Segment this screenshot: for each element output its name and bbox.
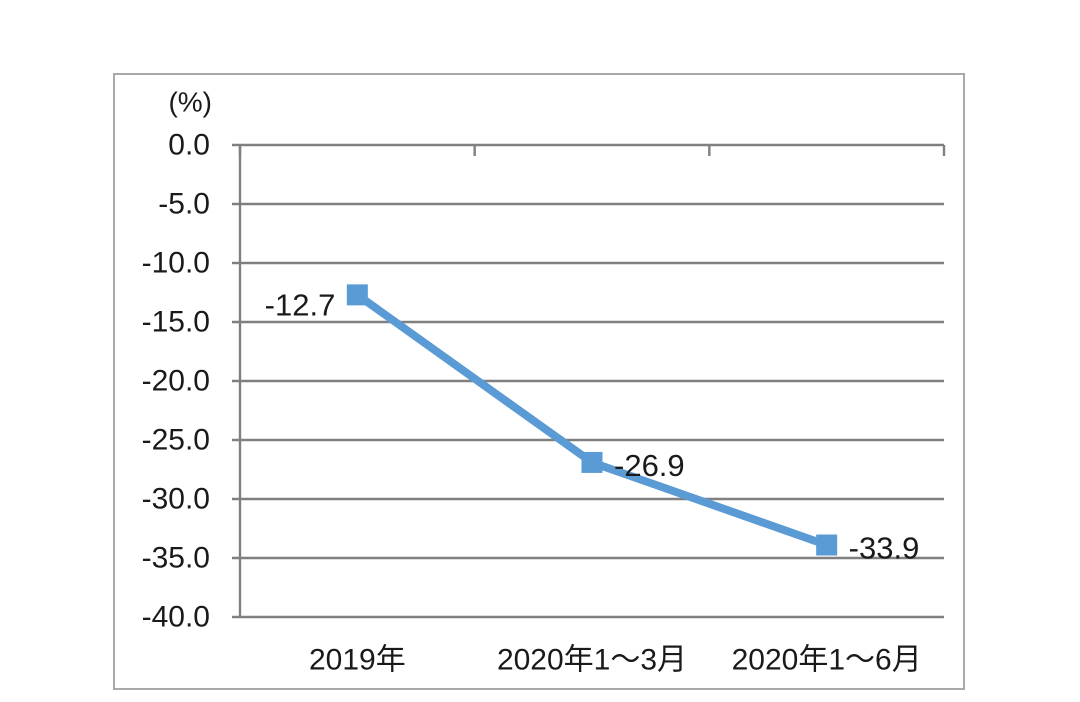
data-point-marker <box>816 534 838 556</box>
y-tick-label: -10.0 <box>142 247 210 280</box>
y-tick-label: -20.0 <box>142 365 210 398</box>
y-axis-unit-label: (%) <box>168 87 212 118</box>
line-chart: 0.0 -5.0 -10.0 -15.0 -20.0 -25.0 -30.0 -35.0 -40… <box>142 87 946 677</box>
series-line <box>353 290 831 550</box>
y-tick-label: -25.0 <box>142 424 210 457</box>
x-category-label: 2020年1～6月 <box>732 644 922 677</box>
y-tick-label: -30.0 <box>142 483 210 516</box>
y-tick-label: -5.0 <box>158 188 210 221</box>
data-label: -33.9 <box>849 531 920 566</box>
data-point-marker <box>581 451 603 473</box>
chart-frame: 0.0 -5.0 -10.0 -15.0 -20.0 -25.0 -30.0 -35.0 -40… <box>113 73 965 690</box>
x-category-label: 2019年 <box>309 644 406 677</box>
y-tick-label: -40.0 <box>142 601 210 634</box>
data-point-marker <box>346 284 368 306</box>
x-category-label: 2020年1～3月 <box>497 644 687 677</box>
y-tick-label: -35.0 <box>142 542 210 575</box>
y-tick-label: -15.0 <box>142 306 210 339</box>
data-label: -12.7 <box>265 287 336 322</box>
data-label: -26.9 <box>614 448 685 483</box>
y-tick-label: 0.0 <box>168 129 210 162</box>
